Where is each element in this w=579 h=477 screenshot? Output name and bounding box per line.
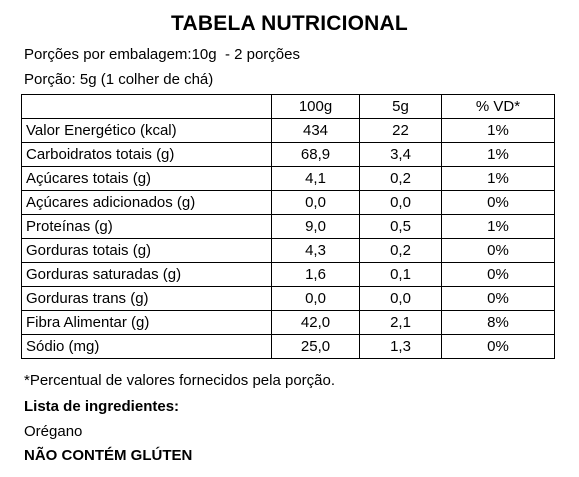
header-nutrient: [21, 94, 272, 119]
value-100g: 25,0: [271, 334, 360, 359]
value-5g: 3,4: [359, 142, 442, 167]
table-row: Sódio (mg) 25,0 1,3 0%: [21, 334, 555, 359]
value-100g: 4,3: [271, 238, 360, 263]
value-100g: 42,0: [271, 310, 360, 335]
nutrient-name: Fibra Alimentar (g): [21, 310, 272, 335]
value-vd: 1%: [441, 118, 555, 143]
page-title: TABELA NUTRICIONAL: [171, 12, 408, 35]
table-header-row: 100g 5g % VD*: [21, 94, 555, 119]
ingredients-list: Orégano: [24, 423, 83, 440]
nutrient-name: Gorduras totais (g): [21, 238, 272, 263]
header-vd: % VD*: [441, 94, 555, 119]
nutrient-name: Carboidratos totais (g): [21, 142, 272, 167]
value-vd: 0%: [441, 190, 555, 215]
table-row: Açúcares totais (g) 4,1 0,2 1%: [21, 166, 555, 191]
nutrition-table: 100g 5g % VD* Valor Energético (kcal) 43…: [21, 94, 555, 359]
value-100g: 434: [271, 118, 360, 143]
value-100g: 4,1: [271, 166, 360, 191]
value-5g: 0,2: [359, 166, 442, 191]
vd-footnote: *Percentual de valores fornecidos pela p…: [24, 372, 336, 389]
header-100g: 100g: [271, 94, 360, 119]
value-5g: 0,0: [359, 286, 442, 311]
nutrient-name: Proteínas (g): [21, 214, 272, 239]
value-vd: 0%: [441, 238, 555, 263]
value-vd: 1%: [441, 214, 555, 239]
value-5g: 22: [359, 118, 442, 143]
nutrient-name: Valor Energético (kcal): [21, 118, 272, 143]
value-5g: 1,3: [359, 334, 442, 359]
nutrient-name: Açúcares totais (g): [21, 166, 272, 191]
table-row: Valor Energético (kcal) 434 22 1%: [21, 118, 555, 143]
value-vd: 8%: [441, 310, 555, 335]
table-row: Gorduras trans (g) 0,0 0,0 0%: [21, 286, 555, 311]
value-vd: 0%: [441, 286, 555, 311]
value-100g: 9,0: [271, 214, 360, 239]
value-100g: 1,6: [271, 262, 360, 287]
table-row: Fibra Alimentar (g) 42,0 2,1 8%: [21, 310, 555, 335]
ingredients-title: Lista de ingredientes:: [24, 398, 180, 415]
value-100g: 0,0: [271, 190, 360, 215]
value-vd: 0%: [441, 334, 555, 359]
value-5g: 0,5: [359, 214, 442, 239]
value-vd: 1%: [441, 166, 555, 191]
gluten-notice: NÃO CONTÉM GLÚTEN: [24, 447, 193, 464]
value-100g: 0,0: [271, 286, 360, 311]
nutrient-name: Gorduras saturadas (g): [21, 262, 272, 287]
serving-size: Porção: 5g (1 colher de chá): [24, 71, 214, 88]
value-5g: 2,1: [359, 310, 442, 335]
nutrient-name: Açúcares adicionados (g): [21, 190, 272, 215]
header-5g: 5g: [359, 94, 442, 119]
value-5g: 0,1: [359, 262, 442, 287]
table-row: Gorduras totais (g) 4,3 0,2 0%: [21, 238, 555, 263]
value-5g: 0,2: [359, 238, 442, 263]
value-100g: 68,9: [271, 142, 360, 167]
table-row: Gorduras saturadas (g) 1,6 0,1 0%: [21, 262, 555, 287]
value-vd: 1%: [441, 142, 555, 167]
table-row: Carboidratos totais (g) 68,9 3,4 1%: [21, 142, 555, 167]
value-vd: 0%: [441, 262, 555, 287]
nutrient-name: Gorduras trans (g): [21, 286, 272, 311]
table-row: Açúcares adicionados (g) 0,0 0,0 0%: [21, 190, 555, 215]
servings-per-package: Porções por embalagem:10g - 2 porções: [24, 46, 300, 63]
table-row: Proteínas (g) 9,0 0,5 1%: [21, 214, 555, 239]
nutrient-name: Sódio (mg): [21, 334, 272, 359]
value-5g: 0,0: [359, 190, 442, 215]
